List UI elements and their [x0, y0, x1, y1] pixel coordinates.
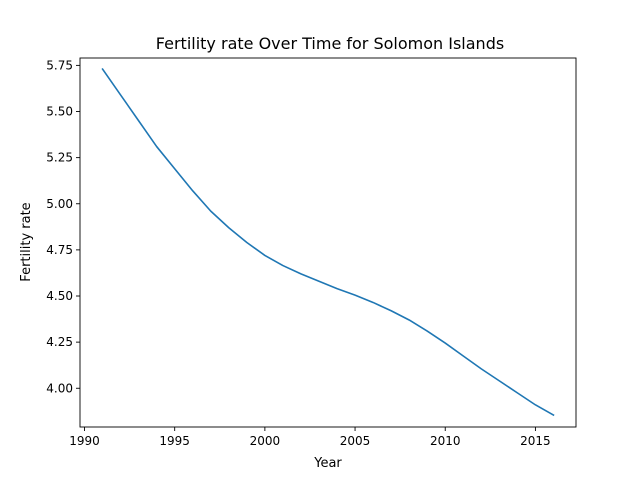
x-axis-label: Year: [313, 456, 342, 471]
chart-title: Fertility rate Over Time for Solomon Isl…: [156, 34, 504, 53]
x-tick-label: 2000: [250, 434, 281, 448]
x-tick-label: 1995: [159, 434, 190, 448]
y-tick-label: 4.00: [46, 381, 73, 395]
x-tick-label: 1990: [69, 434, 100, 448]
y-axis-label: Fertility rate: [19, 202, 34, 281]
x-tick-label: 2010: [430, 434, 461, 448]
series-line-0: [101, 67, 555, 417]
y-tick-label: 4.25: [46, 335, 73, 349]
y-tick-label: 4.50: [46, 289, 73, 303]
y-tick-label: 5.00: [46, 197, 73, 211]
y-tick-label: 4.75: [46, 243, 73, 257]
x-tick-label: 2015: [520, 434, 551, 448]
y-tick-label: 5.75: [46, 58, 73, 72]
axes-frame: [79, 57, 577, 428]
y-tick-label: 5.50: [46, 105, 73, 119]
y-tick-label: 5.25: [46, 151, 73, 165]
plot-area: 1990 1995 2000 2005 2010 2015 4.00 4.25 4.50 4.75…: [46, 57, 577, 448]
x-tick-label: 2005: [340, 434, 371, 448]
